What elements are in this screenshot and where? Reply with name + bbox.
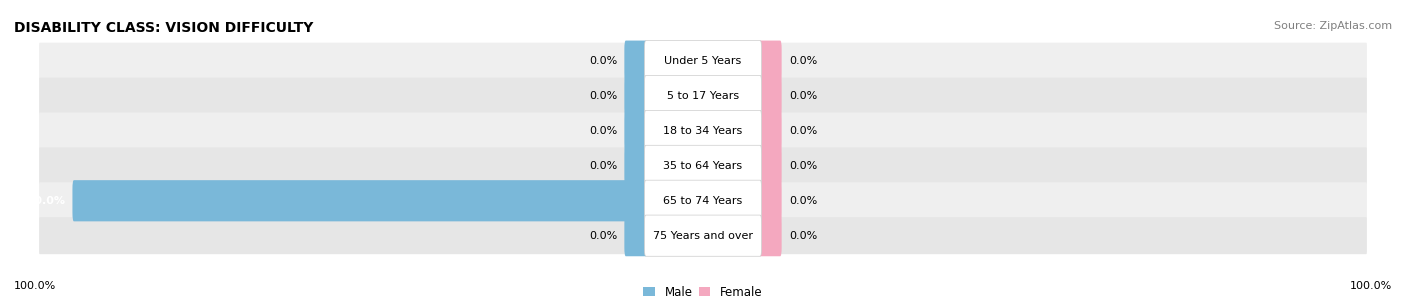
Text: Under 5 Years: Under 5 Years xyxy=(665,56,741,66)
Text: 0.0%: 0.0% xyxy=(589,231,617,241)
FancyBboxPatch shape xyxy=(624,76,647,117)
Text: 5 to 17 Years: 5 to 17 Years xyxy=(666,91,740,101)
FancyBboxPatch shape xyxy=(759,41,782,82)
Text: 0.0%: 0.0% xyxy=(789,196,817,206)
Text: 0.0%: 0.0% xyxy=(789,126,817,136)
FancyBboxPatch shape xyxy=(644,180,762,221)
Legend: Male, Female: Male, Female xyxy=(638,281,768,303)
Text: 18 to 34 Years: 18 to 34 Years xyxy=(664,126,742,136)
FancyBboxPatch shape xyxy=(39,147,1367,184)
FancyBboxPatch shape xyxy=(624,110,647,151)
FancyBboxPatch shape xyxy=(759,76,782,117)
FancyBboxPatch shape xyxy=(39,77,1367,114)
Text: 0.0%: 0.0% xyxy=(589,91,617,101)
FancyBboxPatch shape xyxy=(624,41,647,82)
FancyBboxPatch shape xyxy=(644,110,762,151)
Text: 0.0%: 0.0% xyxy=(789,56,817,66)
Text: 35 to 64 Years: 35 to 64 Years xyxy=(664,161,742,171)
Text: 0.0%: 0.0% xyxy=(589,126,617,136)
FancyBboxPatch shape xyxy=(39,43,1367,80)
Text: 100.0%: 100.0% xyxy=(14,281,56,291)
FancyBboxPatch shape xyxy=(759,110,782,151)
FancyBboxPatch shape xyxy=(644,76,762,117)
Text: 0.0%: 0.0% xyxy=(789,91,817,101)
Text: 0.0%: 0.0% xyxy=(589,56,617,66)
Text: 0.0%: 0.0% xyxy=(789,161,817,171)
FancyBboxPatch shape xyxy=(73,180,647,221)
Text: DISABILITY CLASS: VISION DIFFICULTY: DISABILITY CLASS: VISION DIFFICULTY xyxy=(14,21,314,35)
FancyBboxPatch shape xyxy=(759,180,782,221)
Text: Source: ZipAtlas.com: Source: ZipAtlas.com xyxy=(1274,21,1392,32)
FancyBboxPatch shape xyxy=(644,41,762,82)
Text: 100.0%: 100.0% xyxy=(1350,281,1392,291)
FancyBboxPatch shape xyxy=(39,182,1367,219)
FancyBboxPatch shape xyxy=(39,113,1367,149)
FancyBboxPatch shape xyxy=(759,215,782,256)
Text: 65 to 74 Years: 65 to 74 Years xyxy=(664,196,742,206)
FancyBboxPatch shape xyxy=(624,145,647,186)
Text: 0.0%: 0.0% xyxy=(589,161,617,171)
Text: 100.0%: 100.0% xyxy=(20,196,65,206)
FancyBboxPatch shape xyxy=(759,145,782,186)
Text: 75 Years and over: 75 Years and over xyxy=(652,231,754,241)
FancyBboxPatch shape xyxy=(624,215,647,256)
FancyBboxPatch shape xyxy=(39,217,1367,254)
FancyBboxPatch shape xyxy=(644,215,762,256)
Text: 0.0%: 0.0% xyxy=(789,231,817,241)
FancyBboxPatch shape xyxy=(644,145,762,186)
